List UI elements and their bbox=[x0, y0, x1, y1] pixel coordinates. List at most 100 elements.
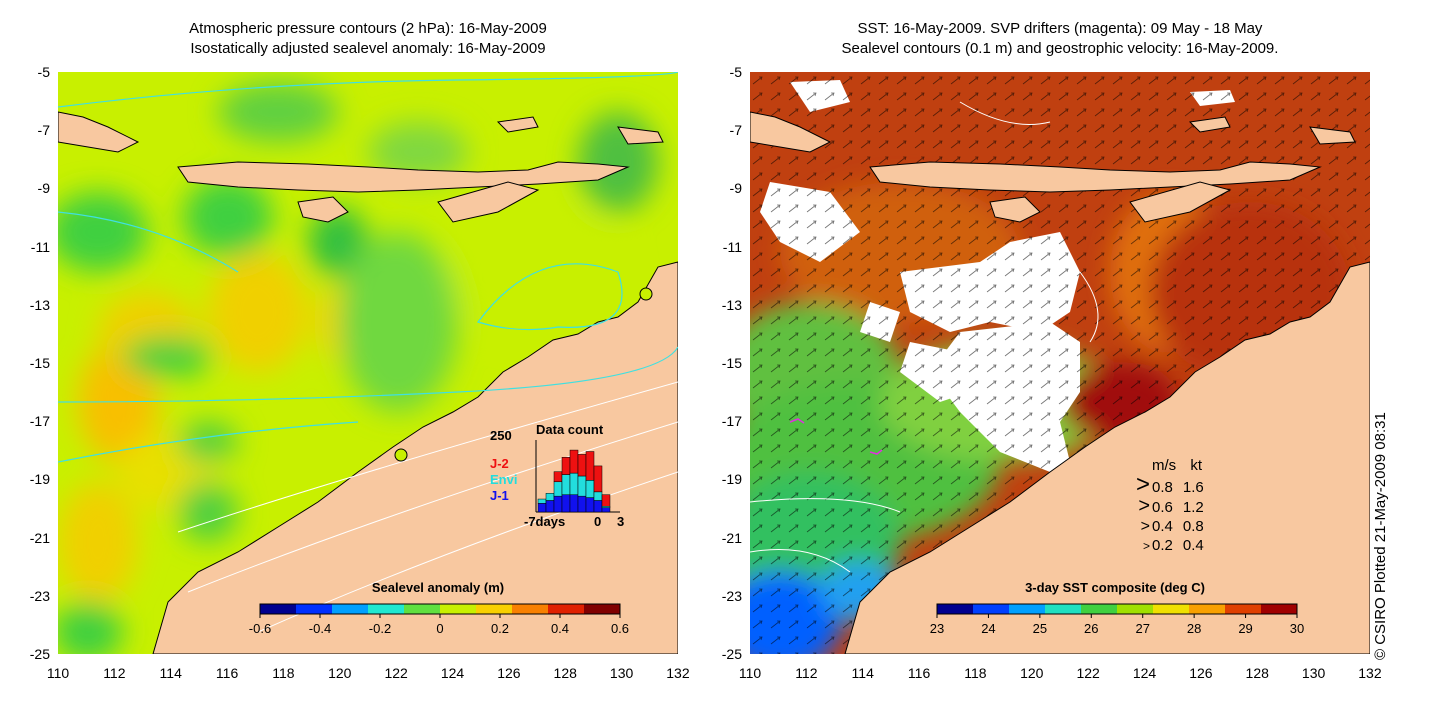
y-tick-label: -7 bbox=[729, 122, 742, 139]
x-tick-label: 120 bbox=[328, 665, 352, 681]
y-tick-label: -15 bbox=[721, 355, 742, 371]
inset-bar-envi bbox=[577, 475, 587, 497]
right-title-line2: Sealevel contours (0.1 m) and geostrophi… bbox=[841, 40, 1279, 57]
sst-colorbar-swatch bbox=[937, 604, 974, 614]
x-tick-label: 128 bbox=[1245, 665, 1269, 681]
x-tick-label: 130 bbox=[1301, 665, 1326, 681]
velocity-key-ms: 0.4 bbox=[1152, 518, 1173, 535]
credit-text: © CSIRO Plotted 21-May-2009 08:31 bbox=[1372, 412, 1389, 660]
sealevel-colorbar-swatch bbox=[260, 604, 297, 614]
sealevel-colorbar-tick-label: -0.2 bbox=[369, 621, 391, 636]
x-tick-label: 126 bbox=[1189, 665, 1213, 681]
sst-colorbar-tick-label: 23 bbox=[930, 621, 944, 636]
sst-colorbar-tick-label: 27 bbox=[1135, 621, 1149, 636]
sst-colorbar-tick-label: 28 bbox=[1187, 621, 1201, 636]
sst-colorbar-swatch bbox=[1225, 604, 1262, 614]
sealevel-colorbar-tick-label: 0 bbox=[436, 621, 443, 636]
velocity-key-ms-header: m/s bbox=[1152, 457, 1177, 474]
inset-legend-j-1: J-1 bbox=[490, 488, 509, 503]
velocity-key-ms: 0.2 bbox=[1152, 537, 1173, 554]
x-tick-label: 122 bbox=[384, 665, 408, 681]
velocity-key-row: >0.2 0.4 bbox=[1130, 536, 1204, 556]
y-tick-label: -17 bbox=[29, 413, 50, 430]
x-tick-label: 110 bbox=[46, 665, 70, 681]
velocity-key-kt: 0.4 bbox=[1182, 537, 1204, 554]
y-tick-label: -11 bbox=[30, 238, 50, 255]
velocity-key-ms: 0.6 bbox=[1152, 499, 1173, 516]
sst-map[interactable] bbox=[750, 72, 1370, 654]
right-title: SST: 16-May-2009. SVP drifters (magenta)… bbox=[750, 19, 1370, 59]
y-tick-label: -19 bbox=[29, 471, 50, 488]
sealevel-colorbar-swatch bbox=[296, 604, 333, 614]
inset-bar-envi bbox=[545, 493, 555, 501]
sst-colorbar-swatch bbox=[1261, 604, 1298, 614]
y-tick-label: -11 bbox=[722, 238, 742, 255]
inset-bar-j2 bbox=[577, 454, 587, 477]
inset-bar-j2 bbox=[601, 494, 611, 507]
velocity-key-row: >0.6 1.2 bbox=[1130, 495, 1204, 517]
y-tick-label: -17 bbox=[721, 413, 742, 430]
inset-bar-envi bbox=[561, 474, 571, 495]
x-tick-label: 122 bbox=[1076, 665, 1100, 681]
y-tick-label: -25 bbox=[721, 646, 742, 662]
y-tick-label: -5 bbox=[729, 64, 742, 80]
y-tick-label: -21 bbox=[721, 529, 742, 546]
sst-colorbar-swatch bbox=[1153, 604, 1190, 614]
x-tick-label: 130 bbox=[609, 665, 634, 681]
sealevel-colorbar-tick-label: 0.4 bbox=[551, 621, 569, 636]
y-tick-label: -9 bbox=[729, 180, 742, 197]
x-tick-label: 132 bbox=[1358, 665, 1382, 681]
inset-bar-j1 bbox=[601, 507, 611, 513]
inset-bar-envi bbox=[569, 472, 579, 495]
x-tick-label: 132 bbox=[666, 665, 690, 681]
inset-bar-j2 bbox=[553, 471, 563, 483]
inset-bar-j1 bbox=[577, 495, 587, 513]
x-tick-label: 114 bbox=[851, 665, 874, 681]
sst-colorbar-tick-label: 26 bbox=[1084, 621, 1098, 636]
sst-colorbar-label: 3-day SST composite (deg C) bbox=[1025, 580, 1205, 595]
inset-bar-j1 bbox=[585, 497, 595, 513]
sealevel-colorbar-swatch bbox=[476, 604, 513, 614]
left-title-line1: Atmospheric pressure contours (2 hPa): 1… bbox=[189, 20, 547, 37]
x-tick-label: 124 bbox=[440, 665, 465, 681]
y-tick-label: -23 bbox=[29, 587, 50, 604]
sealevel-colorbar-swatch bbox=[584, 604, 621, 614]
y-tick-label: -23 bbox=[721, 587, 742, 604]
x-tick-label: 120 bbox=[1020, 665, 1044, 681]
velocity-arrow-icon: > bbox=[1138, 495, 1150, 517]
velocity-key-row: >0.4 0.8 bbox=[1130, 517, 1204, 536]
x-tick-label: 114 bbox=[159, 665, 182, 681]
sealevel-colorbar: Sealevel anomaly (m) -0.6 -0.4 -0.2 0 0.2 0.4… bbox=[249, 580, 629, 636]
sst-colorbar-swatch bbox=[1045, 604, 1082, 614]
inset-xlabel-left: -7days bbox=[524, 514, 565, 529]
sealevel-colorbar-tick-label: -0.4 bbox=[309, 621, 331, 636]
sst-colorbar-tick-label: 24 bbox=[981, 621, 995, 636]
velocity-key-kt: 1.2 bbox=[1182, 499, 1204, 516]
sst-colorbar-frame bbox=[936, 603, 1298, 615]
inset-bar-j1 bbox=[569, 494, 579, 513]
sealevel-colorbar-label: Sealevel anomaly (m) bbox=[372, 580, 504, 595]
velocity-arrow-icon: > bbox=[1142, 539, 1150, 553]
sealevel-colorbar-tick-label: 0.2 bbox=[491, 621, 509, 636]
sealevel-colorbar-swatch bbox=[368, 604, 405, 614]
inset-xlabel-right: 3 bbox=[617, 514, 624, 529]
sealevel-colorbar-tick-label: 0.6 bbox=[611, 621, 629, 636]
inset-bar-j2 bbox=[593, 465, 603, 493]
x-tick-label: 128 bbox=[553, 665, 577, 681]
y-tick-label: -7 bbox=[37, 122, 50, 139]
y-tick-label: -13 bbox=[721, 296, 742, 313]
velocity-key: m/s kt >0.8 1.6 >0.6 1.2 >0.4 0.8 >0.2 0.4 bbox=[1130, 456, 1204, 556]
sealevel-colorbar-swatch bbox=[512, 604, 549, 614]
inset-bar-j1 bbox=[537, 503, 547, 513]
y-tick-label: -9 bbox=[37, 180, 50, 197]
sealevel-anomaly-map[interactable] bbox=[58, 72, 678, 654]
x-tick-label: 124 bbox=[1132, 665, 1157, 681]
inset-bar-envi bbox=[537, 498, 547, 504]
sst-colorbar: 3-day SST composite (deg C) 23 24 25 26 27 28… bbox=[930, 580, 1304, 636]
x-tick-label: 110 bbox=[738, 665, 762, 681]
inset-bar-j2 bbox=[585, 451, 595, 481]
inset-bar-j1 bbox=[553, 495, 563, 513]
velocity-key-row: >0.8 1.6 bbox=[1130, 473, 1204, 497]
inset-bar-j1 bbox=[593, 500, 603, 513]
